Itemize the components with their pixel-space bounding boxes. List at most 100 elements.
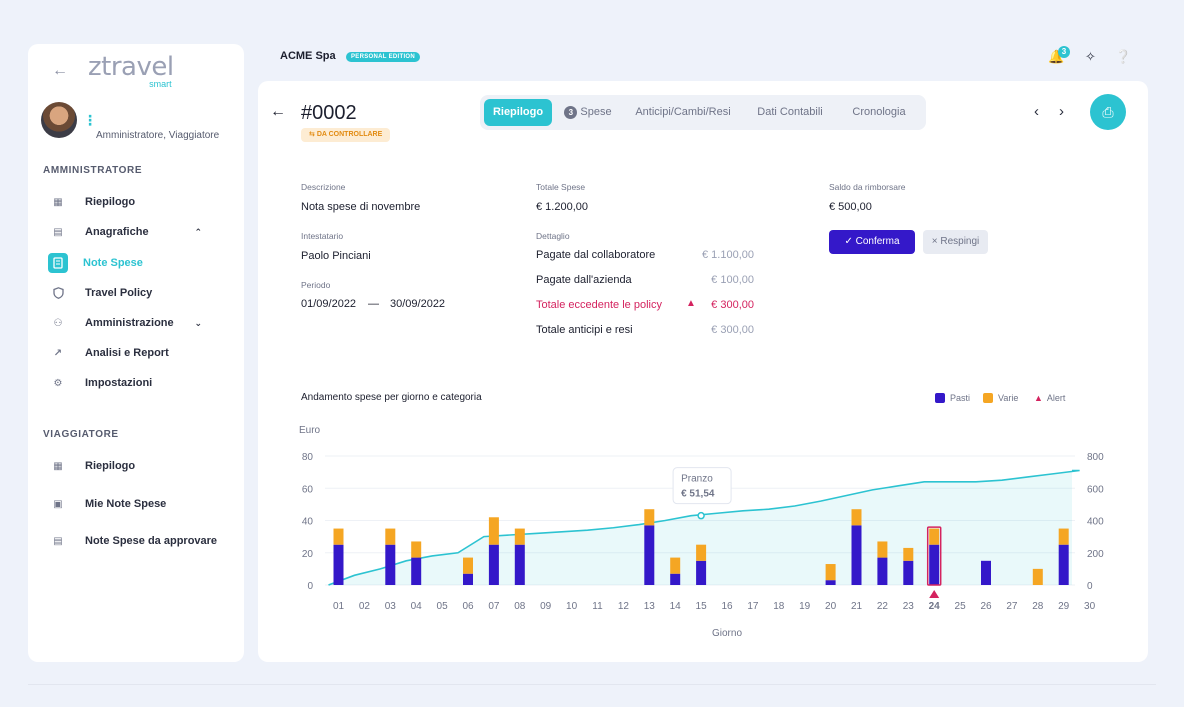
sidebar-item-amministrazione[interactable]: ⚇ Amministrazione ⌄ — [50, 312, 226, 334]
tooltip-value: € 51,54 — [681, 489, 715, 500]
y-tick-label: 20 — [302, 549, 314, 560]
confirm-label: Conferma — [855, 236, 900, 247]
dettaglio-row-value-warning: € 300,00 — [711, 299, 754, 311]
back-arrow-icon[interactable]: ← — [270, 103, 286, 120]
descrizione-value: Nota spese di novembre — [301, 201, 421, 213]
bar-pasti — [825, 580, 836, 585]
bar-varie — [929, 528, 940, 545]
legend-label: Pasti — [950, 393, 971, 403]
sidebar: ← ztravel smart ⋮ Amministratore, Viaggi… — [28, 44, 244, 662]
x-tick-label: 05 — [437, 601, 449, 612]
magic-wand-icon[interactable]: ✧ — [1085, 49, 1096, 64]
sidebar-item-label: Travel Policy — [85, 287, 153, 299]
bar-varie — [670, 557, 681, 574]
bar-varie — [333, 528, 344, 545]
x-tick-label: 02 — [359, 601, 371, 612]
dettaglio-row-value: € 1.100,00 — [702, 249, 754, 261]
intestatario-value: Paolo Pinciani — [301, 250, 371, 262]
bar-varie — [825, 564, 836, 581]
x-tick-label: 30 — [1084, 601, 1096, 612]
print-button[interactable]: ⎙ — [1090, 94, 1126, 130]
y2-tick-label: 200 — [1087, 549, 1104, 560]
legend-label: Alert — [1046, 393, 1066, 403]
legend-label: Varie — [998, 393, 1019, 403]
sidebar-item-analisi[interactable]: ↗ Analisi e Report — [50, 342, 226, 364]
periodo-to: 30/09/2022 — [390, 298, 446, 310]
x-tick-label: 15 — [696, 601, 708, 612]
bar-varie — [488, 517, 499, 545]
totale-value: € 1.200,00 — [536, 201, 588, 213]
help-icon[interactable]: ❔ — [1115, 49, 1132, 64]
sidebar-item-riepilogo[interactable]: ▦ Riepilogo — [50, 191, 226, 213]
x-tick-label: 29 — [1058, 601, 1070, 612]
status-badge: ⇆ DA CONTROLLARE — [301, 128, 391, 142]
sidebar-item-label: Impostazioni — [85, 377, 153, 389]
dashboard-icon: ▦ — [53, 196, 63, 208]
y-tick-label: 60 — [302, 484, 314, 495]
reject-button[interactable]: × Respingi — [923, 230, 988, 254]
tab-riepilogo[interactable]: Riepilogo — [484, 99, 552, 126]
x-tick-label: 26 — [980, 601, 992, 612]
kebab-menu-icon[interactable]: ⋮ — [83, 112, 97, 128]
sidebar-item-travel-policy[interactable]: Travel Policy — [50, 282, 226, 304]
sidebar-item-note-spese[interactable]: Note Spese — [48, 252, 226, 274]
sidebar-item-anagrafiche[interactable]: ▤ Anagrafiche ⌃ — [50, 221, 226, 243]
totale-label: Totale Spese — [536, 182, 586, 192]
dettaglio-row-label: Pagate dall'azienda — [536, 274, 632, 286]
avatar[interactable] — [41, 102, 77, 138]
alert-highlight — [926, 526, 942, 586]
bar-varie — [411, 541, 422, 558]
x-tick-label: 20 — [825, 601, 837, 612]
bar-varie — [644, 509, 655, 526]
bar-pasti — [411, 557, 422, 585]
confirm-button[interactable]: ✓ Conferma — [829, 230, 915, 254]
tab-anticipi[interactable]: Anticipi/Cambi/Resi — [635, 106, 731, 118]
sidebar-item-mie-note-spese[interactable]: ▣ Mie Note Spese — [50, 493, 226, 515]
tab-spese[interactable]: 3 Spese — [560, 99, 616, 126]
chevron-down-icon: ⌄ — [194, 317, 202, 328]
x-tick-label: 07 — [488, 601, 500, 612]
descrizione-label: Descrizione — [301, 182, 346, 192]
sidebar-item-riepilogo-viaggiatore[interactable]: ▦ Riepilogo — [50, 455, 226, 477]
y-tick-label: 40 — [302, 517, 314, 528]
x-tick-label: 06 — [462, 601, 474, 612]
periodo-from: 01/09/2022 — [301, 298, 357, 310]
bar-varie — [514, 528, 525, 545]
previous-icon[interactable]: ‹ — [1034, 103, 1039, 120]
bar-pasti — [463, 573, 473, 585]
legend-swatch — [935, 393, 945, 403]
y2-tick-label: 0 — [1087, 581, 1093, 592]
close-icon: × — [931, 236, 938, 247]
tab-dati-contabili[interactable]: Dati Contabili — [757, 106, 823, 118]
dashboard-icon: ▦ — [53, 460, 63, 472]
user-role: Amministratore, Viaggiatore — [96, 130, 220, 141]
x-tick-label: 24 — [929, 601, 941, 612]
dettaglio-row-value: € 100,00 — [711, 274, 754, 286]
logo-subtext: smart — [149, 79, 172, 89]
alert-triangle-icon: ▲ — [1034, 393, 1043, 403]
divider — [28, 684, 1156, 685]
tab-cronologia[interactable]: Cronologia — [852, 106, 906, 118]
periodo-label: Periodo — [301, 280, 331, 290]
legend-swatch — [983, 393, 993, 403]
trend-icon: ↗ — [53, 347, 63, 359]
dettaglio-row-label: Pagate dal collaboratore — [536, 249, 656, 261]
x-tick-label: 16 — [721, 601, 733, 612]
x-tick-label: 28 — [1032, 601, 1044, 612]
receipt-icon: ▣ — [53, 498, 63, 510]
dettaglio-row-value: € 300,00 — [711, 324, 754, 336]
receipt-icon — [48, 253, 68, 273]
y2-tick-label: 400 — [1087, 517, 1104, 528]
sidebar-item-note-da-approvare[interactable]: ▤ Note Spese da approvare — [50, 530, 226, 552]
tab-count: 3 — [564, 106, 578, 119]
y-axis-label: Euro — [299, 425, 321, 436]
next-icon[interactable]: › — [1059, 103, 1064, 120]
bar-varie — [696, 544, 707, 561]
bar-pasti — [644, 525, 655, 585]
y2-tick-label: 600 — [1087, 484, 1104, 495]
saldo-label: Saldo da rimborsare — [829, 182, 906, 192]
bar-varie — [851, 509, 862, 526]
company-name: ACME Spa — [280, 50, 336, 62]
sidebar-item-impostazioni[interactable]: ⚙ Impostazioni — [50, 372, 226, 394]
back-arrow-icon[interactable]: ← — [52, 62, 68, 79]
